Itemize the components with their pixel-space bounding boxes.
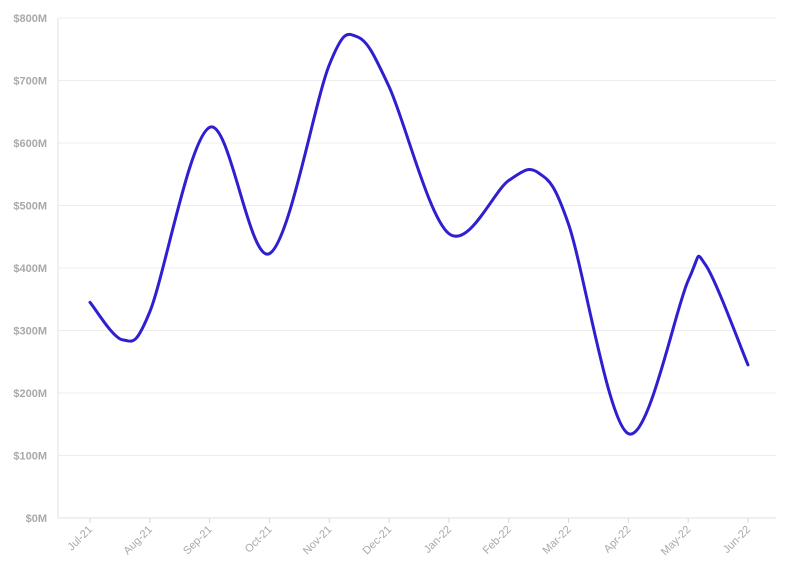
y-tick-label: $200M: [13, 388, 47, 400]
x-tick-label: Aug-21: [121, 524, 155, 558]
y-tick-label: $0M: [26, 513, 47, 525]
x-tick-label: Sep-21: [181, 524, 215, 558]
y-tick-label: $800M: [13, 13, 47, 25]
series-lines: [88, 33, 750, 436]
x-tick-label: Jan-22: [422, 524, 454, 556]
series-line: [88, 33, 750, 436]
y-tick-label: $700M: [13, 76, 47, 88]
x-tick-label: Jul-21: [65, 524, 95, 554]
x-tick-label: Feb-22: [481, 524, 514, 557]
x-tick-label: Oct-21: [243, 524, 275, 556]
gridlines: [57, 17, 776, 519]
y-tick-label: $400M: [13, 263, 47, 275]
x-tick-label: Dec-21: [361, 524, 395, 558]
y-tick-label: $600M: [13, 138, 47, 150]
y-tick-label: $300M: [13, 326, 47, 338]
y-axis-tick-labels: $800M $700M $600M $500M $400M $300M $200M $100M…: [13, 13, 47, 525]
x-tick-label: Mar-22: [541, 524, 574, 557]
x-tick-label: Apr-22: [602, 524, 634, 556]
x-tick-label: May-22: [659, 524, 693, 558]
y-tick-label: $100M: [13, 451, 47, 463]
y-tick-label: $500M: [13, 201, 47, 213]
x-tick-label: Nov-21: [301, 524, 335, 558]
x-tick-label: Jun-22: [721, 524, 753, 556]
x-axis-tick-labels: Jul-21 Aug-21 Sep-21 Oct-21 Nov-21 Dec-21 Jan-…: [65, 518, 753, 558]
